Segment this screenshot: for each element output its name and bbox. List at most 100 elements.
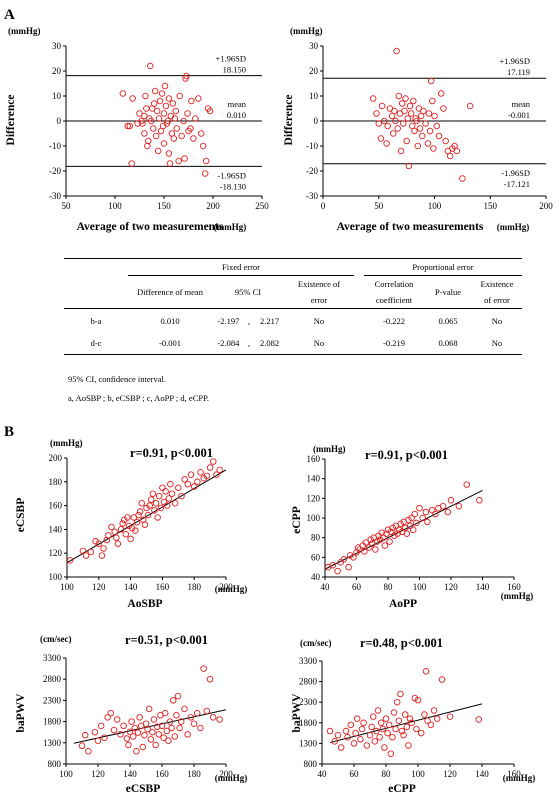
table-note-abbrev: a, AoSBP ; b, eCSBP ; c, AoPP ; d, eCPP.	[68, 393, 209, 403]
data-point	[181, 476, 188, 483]
data-point	[192, 115, 199, 122]
reference-label: mean	[512, 99, 531, 109]
reference-value: 0.010	[227, 110, 246, 120]
data-point	[475, 716, 483, 723]
data-point	[133, 519, 141, 526]
y-tick-label: -30	[49, 191, 61, 201]
correlation-annotation: r=0.51, p<0.001	[125, 633, 208, 647]
data-point	[206, 107, 214, 115]
data-point	[392, 117, 399, 125]
data-point	[384, 729, 391, 737]
x-axis-unit: (mmHg)	[215, 584, 248, 594]
data-point	[408, 514, 415, 522]
data-point	[476, 497, 483, 504]
y-tick-label: 3300	[43, 653, 62, 663]
data-point	[463, 481, 471, 488]
data-point	[171, 115, 179, 122]
data-point	[141, 521, 149, 528]
x-tick-label: 100	[108, 201, 122, 211]
data-point	[78, 742, 86, 750]
data-point	[184, 110, 191, 117]
x-tick-label: 200	[539, 201, 553, 211]
x-tick-label: 60	[352, 582, 362, 592]
cell-ci-sep: ,	[247, 338, 251, 349]
data-point	[152, 499, 160, 507]
x-tick-label: 80	[382, 769, 392, 779]
data-point	[153, 723, 161, 730]
data-point	[161, 709, 169, 717]
data-point	[375, 120, 383, 127]
data-point	[150, 100, 158, 107]
data-point	[175, 157, 182, 165]
cell-ci-high: 2.082	[260, 338, 280, 349]
y-tick-label: 3300	[299, 656, 318, 666]
data-point	[184, 480, 192, 488]
data-point	[393, 698, 401, 706]
data-point	[148, 117, 155, 125]
panel-label-a: A	[4, 7, 15, 23]
x-tick-label: 250	[255, 201, 269, 211]
x-tick-label: 180	[187, 769, 201, 779]
data-point	[193, 709, 201, 717]
data-point	[174, 692, 182, 700]
y-tick-label: 100	[307, 513, 321, 523]
data-point	[405, 742, 412, 749]
col-header-ci: 95% CI	[234, 287, 262, 297]
data-point	[145, 705, 153, 713]
x-axis-unit: (mmHg)	[497, 222, 530, 232]
data-point	[428, 506, 436, 514]
data-point	[410, 97, 417, 105]
data-point	[334, 567, 341, 575]
data-point	[128, 718, 135, 725]
data-point	[175, 484, 182, 492]
data-point	[166, 718, 174, 725]
data-point	[176, 724, 183, 732]
data-point	[171, 499, 179, 507]
data-point	[440, 105, 447, 112]
data-point	[447, 497, 455, 504]
y-tick-label: -20	[306, 166, 318, 176]
data-point	[146, 502, 153, 509]
data-point	[124, 514, 131, 521]
x-tick-label: 200	[219, 769, 233, 779]
data-point	[395, 526, 403, 534]
data-point	[195, 95, 202, 102]
data-point	[429, 97, 436, 105]
y-axis-label: baPWV	[15, 693, 27, 733]
data-point	[79, 547, 87, 555]
y-tick-label: 140	[49, 524, 63, 534]
data-point	[94, 737, 102, 744]
y-tick-label: 1800	[43, 717, 62, 727]
data-point	[435, 132, 443, 140]
cell-ci-low: -2.084	[217, 338, 240, 349]
x-tick-label: 120	[92, 582, 106, 592]
data-point	[66, 557, 74, 564]
cell-ci-low: -2.197	[217, 315, 240, 326]
data-point	[178, 492, 185, 500]
data-point	[216, 716, 223, 723]
cell-corr: -0.219	[383, 338, 405, 349]
data-point	[326, 727, 334, 735]
data-point	[400, 120, 407, 127]
data-point	[422, 120, 429, 127]
y-tick-label: 30	[52, 41, 62, 51]
x-tick-label: 200	[206, 201, 220, 211]
data-point	[384, 122, 391, 130]
table-note-ci: 95% CI, confidence interval.	[68, 374, 166, 384]
data-point	[424, 140, 432, 147]
data-point	[141, 130, 148, 137]
data-point	[176, 92, 183, 100]
data-point	[160, 140, 168, 147]
col-header-diff-mean: Difference of mean	[137, 287, 203, 297]
data-point	[422, 508, 430, 516]
x-tick-label: 100	[59, 769, 73, 779]
col-header-existence2-b: of error	[484, 295, 510, 305]
data-point	[104, 714, 111, 721]
data-point	[111, 528, 118, 536]
reference-value: 17.119	[507, 67, 530, 77]
y-tick-label: 160	[49, 501, 63, 511]
col-header-corr-a: Correlation	[374, 279, 414, 289]
data-point	[119, 520, 126, 527]
data-point	[426, 127, 434, 135]
